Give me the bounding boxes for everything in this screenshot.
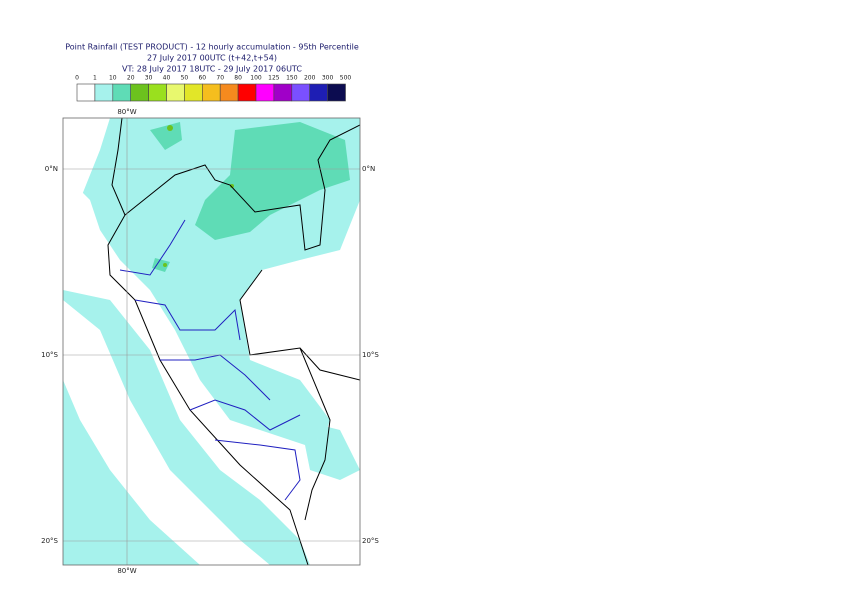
- colorbar-swatch: [166, 83, 185, 102]
- colorbar-swatch: [291, 83, 310, 102]
- rain-moderate: [150, 122, 350, 272]
- colorbar-label: 10: [109, 75, 117, 82]
- colorbar-swatch: [76, 83, 96, 102]
- colorbar-label: 40: [163, 75, 171, 82]
- rain-heavy: [163, 125, 234, 267]
- colorbar-label: 50: [181, 75, 189, 82]
- colorbar-label: 150: [286, 75, 298, 82]
- colorbar-label: 60: [198, 75, 206, 82]
- lon-label: 80°W: [117, 108, 136, 116]
- colorbar-swatch: [148, 83, 167, 102]
- map-frame: [62, 117, 361, 566]
- subtitle: 27 July 2017 00UTC (t+42,t+54): [147, 54, 277, 63]
- colorbar-label: 1: [93, 75, 97, 82]
- colorbar-label: 20: [127, 75, 135, 82]
- colorbar-swatch: [273, 83, 293, 102]
- colorbar-swatch: [309, 83, 328, 102]
- lat-label: 10°S: [41, 351, 58, 359]
- colorbar-label: 300: [322, 75, 334, 82]
- colorbar-label: 100: [250, 75, 262, 82]
- colorbar-swatch: [130, 83, 149, 102]
- colorbar-swatch: [237, 83, 257, 102]
- colorbar-label: 500: [340, 75, 352, 82]
- lat-label: 20°S: [362, 537, 379, 545]
- subtitle: VT: 28 July 2017 18UTC - 29 July 2017 06…: [122, 65, 302, 74]
- lat-label: 0°N: [362, 165, 375, 173]
- map: [63, 118, 360, 565]
- colorbar-swatch: [255, 83, 275, 102]
- colorbar-label: 70: [216, 75, 224, 82]
- colorbar-swatch: [112, 83, 132, 102]
- lat-label: 0°N: [45, 165, 58, 173]
- lat-label: 20°S: [41, 537, 58, 545]
- title: Point Rainfall (TEST PRODUCT) - 12 hourl…: [65, 43, 359, 52]
- colorbar-swatch: [327, 83, 346, 102]
- colorbar-swatch: [184, 83, 203, 102]
- colorbar-label: 80: [234, 75, 242, 82]
- colorbar-label: 200: [304, 75, 316, 82]
- colorbar-swatch: [202, 83, 221, 102]
- lon-label: 80°W: [117, 567, 136, 575]
- graticule: [63, 118, 360, 565]
- lat-label: 10°S: [362, 351, 379, 359]
- colorbar-label: 30: [145, 75, 153, 82]
- colorbar-swatch: [94, 83, 114, 102]
- colorbar-label: 125: [268, 75, 280, 82]
- colorbar: 0 1 10 20 30 40 50 60 70 80 100 125 150 200 300 500: [75, 75, 351, 102]
- colorbar-label: 0: [75, 75, 79, 82]
- colorbar-swatch: [219, 83, 239, 102]
